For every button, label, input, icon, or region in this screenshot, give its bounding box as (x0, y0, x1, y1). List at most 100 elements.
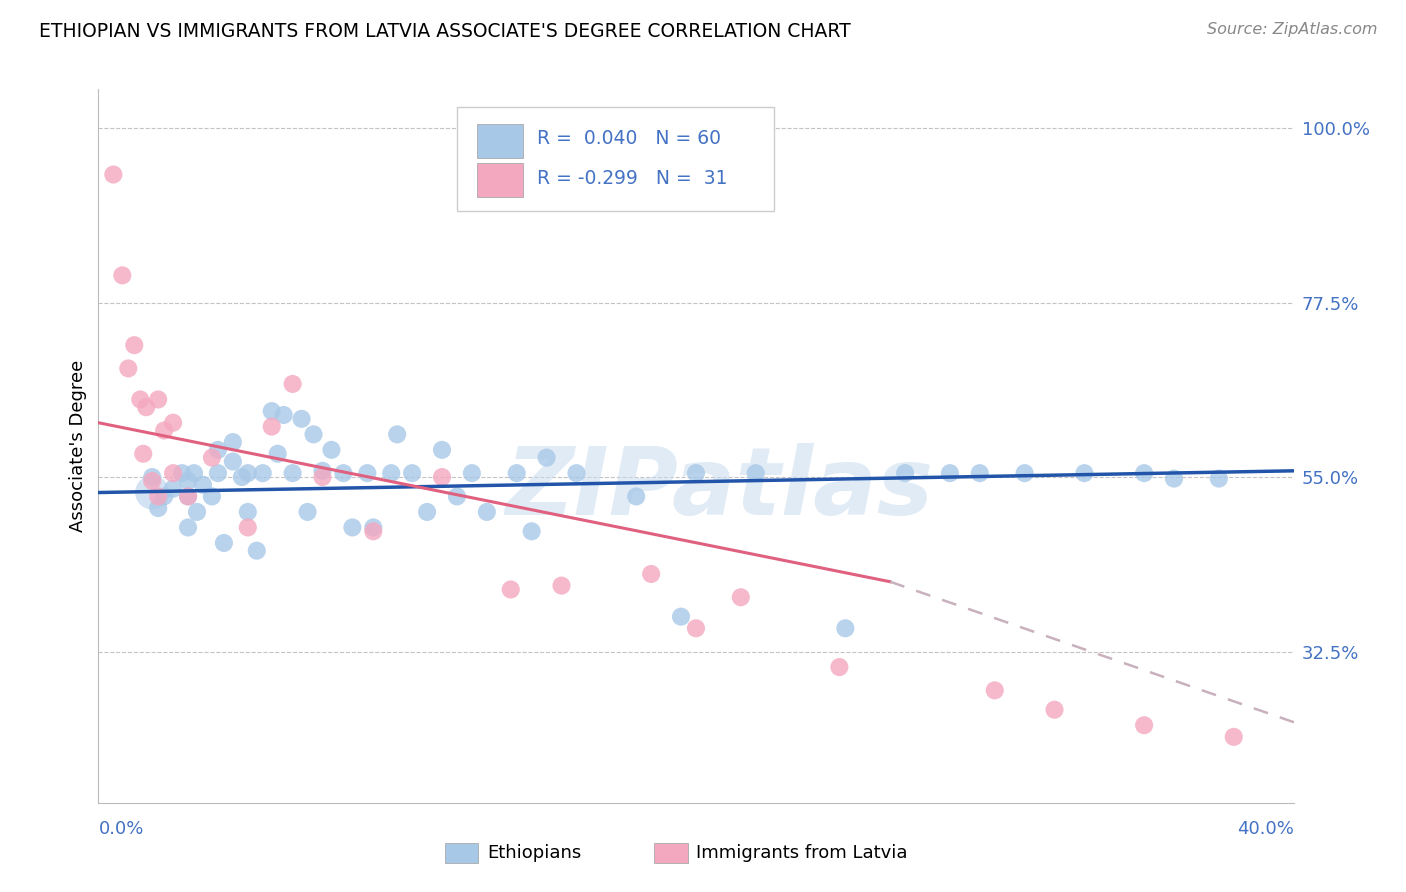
Point (939, 466, 962, 480)
Point (342, 520, 364, 534)
Point (416, 505, 439, 519)
Point (201, 450, 224, 465)
Point (281, 466, 304, 480)
Point (212, 536, 235, 550)
Point (111, 268, 134, 283)
Point (520, 524, 543, 539)
Point (311, 464, 333, 478)
Point (1133, 466, 1156, 480)
Point (380, 466, 402, 480)
Point (162, 466, 184, 480)
Text: Source: ZipAtlas.com: Source: ZipAtlas.com (1208, 22, 1378, 37)
Point (401, 466, 423, 480)
Point (162, 482, 184, 496)
Point (1208, 472, 1230, 486)
Point (363, 524, 385, 539)
Point (141, 485, 163, 500)
Text: R = -0.299   N =  31: R = -0.299 N = 31 (537, 169, 727, 188)
Point (117, 361, 139, 376)
Point (148, 392, 170, 407)
Point (236, 466, 259, 480)
Text: ZIPatlas: ZIPatlas (506, 442, 934, 535)
Point (183, 466, 205, 480)
Point (281, 376, 304, 391)
Point (191, 477, 214, 491)
Point (1014, 466, 1036, 480)
Text: ETHIOPIAN VS IMMIGRANTS FROM LATVIA ASSOCIATE'S DEGREE CORRELATION CHART: ETHIOPIAN VS IMMIGRANTS FROM LATVIA ASSO… (39, 22, 851, 41)
Point (260, 419, 283, 434)
Point (461, 466, 484, 480)
Point (745, 466, 768, 480)
Point (129, 392, 152, 407)
Point (246, 543, 269, 558)
Point (685, 466, 707, 480)
Point (103, 168, 125, 182)
Point (186, 505, 208, 519)
Point (475, 505, 498, 519)
Point (297, 505, 319, 519)
Point (894, 466, 917, 480)
Point (236, 520, 259, 534)
Point (834, 621, 856, 635)
FancyBboxPatch shape (457, 107, 773, 211)
Point (148, 501, 170, 516)
Point (135, 401, 157, 415)
Bar (444, 844, 478, 863)
Point (321, 442, 343, 457)
Point (356, 466, 378, 480)
Point (302, 427, 325, 442)
Point (236, 505, 259, 519)
Point (550, 579, 572, 593)
Point (267, 447, 290, 461)
Point (1163, 472, 1185, 486)
Text: R =  0.040   N = 60: R = 0.040 N = 60 (537, 129, 721, 148)
Point (201, 490, 224, 504)
Point (141, 474, 163, 488)
Point (430, 442, 453, 457)
Point (148, 490, 170, 504)
Point (626, 490, 648, 504)
Point (177, 490, 200, 504)
Point (252, 466, 274, 480)
Point (291, 412, 314, 426)
Text: 40.0%: 40.0% (1237, 820, 1294, 838)
Point (430, 470, 453, 484)
Point (162, 416, 184, 430)
Point (446, 490, 468, 504)
Point (969, 466, 991, 480)
Point (1043, 703, 1066, 717)
Point (1223, 730, 1246, 744)
Text: 0.0%: 0.0% (98, 820, 143, 838)
Point (1073, 466, 1095, 480)
Text: Ethiopians: Ethiopians (486, 845, 581, 863)
Point (124, 338, 146, 352)
Bar (477, 162, 523, 197)
Point (669, 609, 692, 624)
Point (153, 490, 176, 504)
Point (222, 454, 245, 468)
Point (536, 450, 558, 465)
Point (385, 427, 409, 442)
Bar (654, 844, 688, 863)
Point (141, 470, 163, 484)
Point (172, 466, 194, 480)
Point (1133, 718, 1156, 732)
Point (332, 466, 354, 480)
Point (231, 470, 253, 484)
Bar (477, 124, 523, 159)
Point (363, 520, 385, 534)
Point (177, 474, 200, 488)
Point (207, 442, 229, 457)
Point (222, 435, 245, 450)
Point (177, 520, 200, 534)
Point (499, 582, 522, 597)
Point (311, 470, 333, 484)
Y-axis label: Associate's Degree: Associate's Degree (69, 359, 87, 533)
Point (132, 447, 155, 461)
Point (273, 408, 295, 422)
Point (730, 591, 752, 605)
Point (565, 466, 588, 480)
Point (685, 621, 707, 635)
Point (506, 466, 529, 480)
Point (207, 466, 229, 480)
